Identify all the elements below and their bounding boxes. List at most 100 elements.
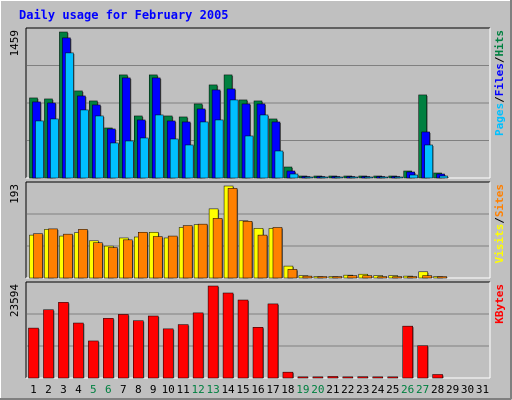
x-axis-day-labels: 1 2 3 4 5 6 7 8 9 10 11 12 13 14 15 16 17 18 19 20 21 22 23 24 2… [30,383,489,396]
bar [182,225,193,279]
bar [207,285,219,379]
day-label: 4 [75,383,82,396]
bar [357,376,369,379]
bar [169,138,179,179]
bar [349,176,359,179]
day-label: 31 [476,383,489,396]
bar [63,233,73,279]
day-label: 30 [461,383,474,396]
bar [394,176,403,179]
bar [267,303,279,379]
bar [138,231,148,279]
bar [184,144,194,179]
day-label: 12 [192,383,205,396]
bar [140,137,149,179]
bar [439,175,448,179]
bar [317,276,328,279]
day-label: 29 [446,383,459,396]
bar [95,115,104,179]
legend: Pages/Files/Hits [493,30,506,136]
bar [377,276,387,279]
bar [287,269,298,279]
day-label: 17 [266,383,279,396]
day-label: 8 [135,383,142,396]
bar [48,228,58,279]
chart-panel-2: 193 Visits/Sites [8,181,506,279]
day-label: 1 [30,383,37,396]
series-kbytes [28,285,444,379]
legend-item-pages: Pages [493,103,506,136]
bar [154,114,164,179]
day-label: 24 [371,383,385,396]
bar [392,276,402,279]
bar [212,218,223,279]
bar [364,176,374,179]
legend: Visits/Sites [493,184,506,264]
bar [73,322,84,379]
bar [252,327,264,379]
bar [334,176,344,179]
bar [118,314,129,379]
bar [125,140,134,179]
day-label: 13 [206,383,219,396]
day-label: 10 [162,383,175,396]
day-label: 21 [326,383,339,396]
bar [229,99,239,179]
bar [123,239,133,279]
bar [110,142,119,179]
bar [409,174,418,179]
legend-item-visits: Visits [493,224,506,264]
bar [152,236,163,279]
day-label: 6 [105,383,112,396]
bar [342,376,354,379]
bar [387,376,398,379]
bar [319,176,329,179]
bar [402,325,413,379]
bar [347,275,358,279]
bar [197,223,208,279]
day-label: 20 [311,383,324,396]
bar [274,150,284,179]
bar [192,312,204,379]
bar [362,275,373,279]
day-label: 9 [150,383,157,396]
day-label: 22 [341,383,354,396]
bar [50,118,59,179]
chart-panels: 1459Pages/Files/Hits193Visits/Sites23594… [8,27,506,379]
bar [28,327,39,379]
day-label: 18 [281,383,294,396]
bar [282,371,294,379]
bar [424,144,433,179]
bar [33,233,43,279]
bar [43,309,54,379]
bar [379,176,388,179]
bar [432,374,443,379]
bar [422,275,432,279]
day-label: 2 [45,383,52,396]
bar [88,340,99,379]
day-label: 7 [120,383,127,396]
bar [259,114,269,179]
bar [78,229,88,279]
day-label: 26 [401,383,414,396]
y-max-label: 193 [8,184,21,204]
bar [214,119,224,179]
bar [65,52,74,179]
legend-separator: / [493,217,506,224]
day-label: 3 [60,383,67,396]
bar [167,235,178,279]
day-label: 16 [251,383,264,396]
bar [177,324,189,379]
day-label: 14 [221,383,235,396]
bar [407,276,417,279]
bar [302,275,313,279]
bar [244,135,254,179]
bar [35,120,44,179]
day-label: 11 [177,383,190,396]
day-label: 28 [431,383,444,396]
series-pages [35,52,449,179]
bar [242,221,253,279]
bar [108,247,118,279]
